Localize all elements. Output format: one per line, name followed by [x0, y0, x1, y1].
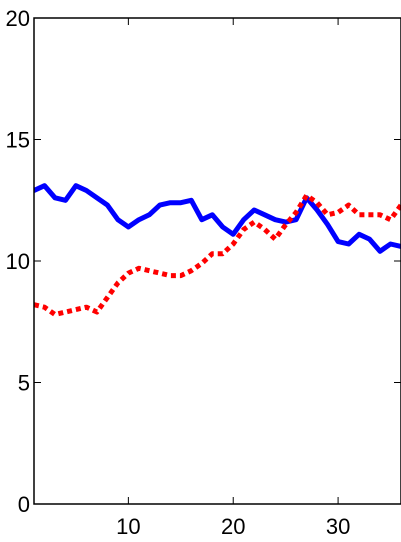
y-tick-label: 5: [18, 371, 30, 396]
x-tick-label: 20: [221, 514, 245, 539]
series-line-1: [34, 183, 401, 254]
x-tick-label: 30: [326, 514, 350, 539]
y-tick-label: 0: [18, 492, 30, 517]
series-line-2: [34, 192, 401, 317]
axis-layer: 0 5 10 15 20 10 20 30: [6, 6, 401, 539]
y-tick-label: 10: [6, 249, 30, 274]
x-tick-label: 10: [116, 514, 140, 539]
plot-area-frame: [33, 17, 401, 505]
y-tick-label: 20: [6, 6, 30, 31]
series-layer: [34, 183, 401, 317]
y-tick-label: 15: [6, 128, 30, 153]
